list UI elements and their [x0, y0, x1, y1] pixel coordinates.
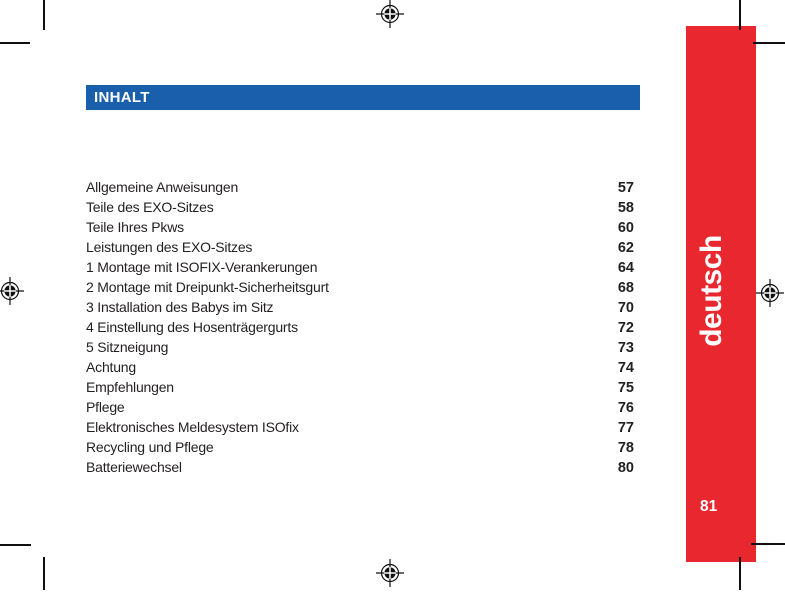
toc-row: 4 Einstellung des Hosenträgergurts 72	[86, 317, 634, 337]
toc-entry-title: Allgemeine Anweisungen	[86, 179, 239, 195]
toc-row: Allgemeine Anweisungen 57	[86, 177, 634, 197]
toc-row: Elektronisches Meldesystem ISOfix 77	[86, 417, 634, 437]
toc-row: 2 Montage mit Dreipunkt-Sicherheitsgurt …	[86, 277, 634, 297]
toc-entry-title: Leistungen des EXO-Sitzes	[86, 239, 253, 255]
toc-row: 1 Montage mit ISOFIX-Verankerungen 64	[86, 257, 634, 277]
toc-entry-title: Teile des EXO-Sitzes	[86, 199, 214, 215]
toc-entry-title: 4 Einstellung des Hosenträgergurts	[86, 319, 298, 335]
registration-mark-icon	[376, 559, 404, 587]
toc-row: Leistungen des EXO-Sitzes 62	[86, 237, 634, 257]
crop-mark	[739, 557, 741, 590]
toc-entry-title: Empfehlungen	[86, 379, 174, 395]
toc-entry-title: Batteriewechsel	[86, 459, 182, 475]
toc-row: Batteriewechsel 80	[86, 457, 634, 477]
page-number: 81	[700, 498, 718, 515]
crop-mark	[0, 42, 30, 44]
toc-entry-title: Achtung	[86, 359, 136, 375]
crop-mark	[43, 557, 45, 590]
toc-row: Recycling und Pflege 78	[86, 437, 634, 457]
toc-entry-page-number: 64	[617, 260, 634, 276]
toc-row: Pflege 76	[86, 397, 634, 417]
toc-entry-title: Elektronisches Meldesystem ISOfix	[86, 419, 299, 435]
toc-entry-page-number: 74	[617, 360, 634, 376]
toc-entry-page-number: 73	[617, 340, 634, 356]
toc-entry-page-number: 72	[617, 320, 634, 336]
section-header-bar: INHALT	[86, 85, 640, 110]
toc-entry-title: 3 Installation des Babys im Sitz	[86, 299, 274, 315]
toc-entry-title: 2 Montage mit Dreipunkt-Sicherheitsgurt	[86, 279, 329, 295]
toc-entry-page-number: 68	[617, 280, 634, 296]
registration-mark-icon	[0, 277, 24, 305]
language-tab-label: deutsch	[695, 235, 728, 347]
toc-entry-title: Recycling und Pflege	[86, 439, 214, 455]
crop-mark	[753, 42, 785, 44]
toc-row: Empfehlungen 75	[86, 377, 634, 397]
registration-mark-icon	[756, 279, 784, 307]
toc-entry-page-number: 62	[617, 240, 634, 256]
toc-entry-page-number: 80	[617, 460, 634, 476]
registration-mark-icon	[376, 0, 404, 28]
toc-entry-page-number: 60	[617, 220, 634, 236]
toc-entry-title: 1 Montage mit ISOFIX-Verankerungen	[86, 259, 318, 275]
table-of-contents: Allgemeine Anweisungen 57 Teile des EXO-…	[86, 177, 634, 477]
language-tab	[686, 26, 756, 562]
toc-row: Teile des EXO-Sitzes 58	[86, 197, 634, 217]
crop-mark	[43, 0, 45, 30]
toc-entry-page-number: 57	[617, 180, 634, 196]
crop-mark	[739, 0, 741, 30]
toc-entry-page-number: 75	[617, 380, 634, 396]
toc-entry-title: Pflege	[86, 399, 125, 415]
toc-entry-title: 5 Sitzneigung	[86, 339, 169, 355]
toc-row: Teile Ihres Pkws 60	[86, 217, 634, 237]
toc-entry-title: Teile Ihres Pkws	[86, 219, 184, 235]
toc-entry-page-number: 70	[617, 300, 634, 316]
section-title: INHALT	[94, 89, 150, 106]
toc-row: 5 Sitzneigung 73	[86, 337, 634, 357]
toc-entry-page-number: 76	[617, 400, 634, 416]
crop-mark	[0, 544, 31, 546]
toc-entry-page-number: 58	[617, 200, 634, 216]
crop-mark	[751, 543, 785, 545]
toc-row: 3 Installation des Babys im Sitz 70	[86, 297, 634, 317]
toc-entry-page-number: 78	[617, 440, 634, 456]
toc-entry-page-number: 77	[617, 420, 634, 436]
toc-row: Achtung 74	[86, 357, 634, 377]
